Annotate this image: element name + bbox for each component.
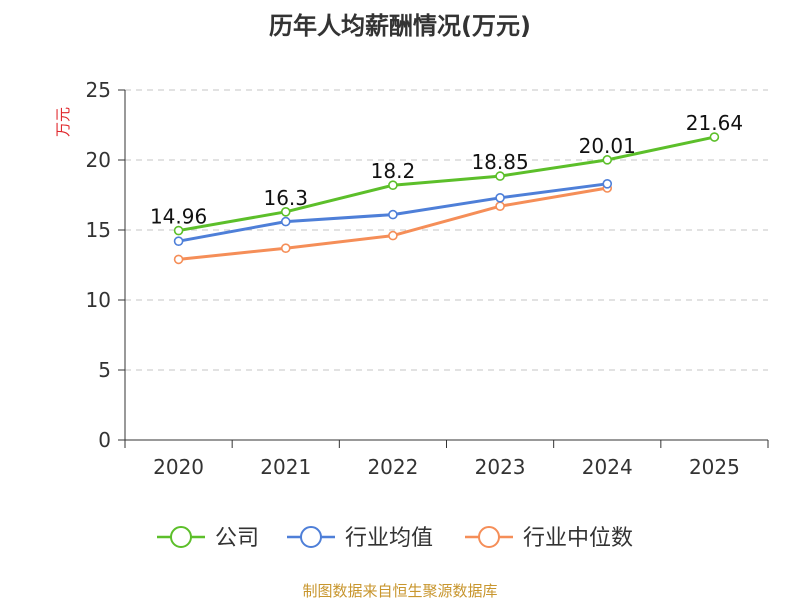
data-point — [709, 132, 720, 142]
x-tick-label: 2025 — [689, 455, 740, 479]
x-tick-label: 2024 — [582, 455, 633, 479]
data-point — [280, 243, 291, 253]
data-point — [280, 207, 291, 217]
y-tick-label: 0 — [98, 428, 111, 452]
data-label: 16.3 — [263, 186, 308, 210]
data-point — [173, 236, 184, 246]
data-point — [173, 225, 184, 236]
data-label: 20.01 — [579, 134, 636, 158]
data-label: 18.2 — [371, 159, 416, 183]
data-labels: 14.96 16.3 18.2 18.85 20.01 21.64 — [150, 111, 743, 229]
data-point — [388, 180, 398, 190]
data-point — [495, 193, 505, 203]
y-tick-label: 20 — [86, 148, 111, 172]
x-tick-label: 2021 — [260, 455, 311, 479]
legend-marker — [170, 526, 192, 548]
legend-label: 行业中位数 — [523, 526, 633, 551]
x-tick-label: 2022 — [367, 455, 418, 479]
data-point — [495, 201, 505, 211]
data-point — [173, 254, 184, 265]
y-tick-label: 15 — [86, 218, 111, 242]
legend-marker — [478, 526, 500, 548]
data-point — [602, 155, 613, 165]
data-point — [280, 216, 291, 227]
data-label: 21.64 — [686, 111, 743, 135]
data-label: 14.96 — [150, 205, 207, 229]
series-line-公司 — [178, 135, 715, 233]
y-tick-label: 10 — [86, 288, 111, 312]
legend-label: 公司 — [215, 526, 259, 551]
legend-label: 行业均值 — [345, 526, 433, 551]
x-tick-label: 2020 — [153, 455, 204, 479]
grid — [125, 89, 768, 371]
data-point — [388, 209, 398, 220]
source-note: 制图数据来自恒生聚源数据库 — [302, 582, 497, 600]
chart-title: 历年人均薪酬情况(万元) — [269, 12, 531, 40]
data-point — [495, 171, 505, 181]
y-tick-label: 25 — [86, 78, 111, 102]
series-line-行业中位数 — [178, 186, 608, 261]
y-axis-label: 万元 — [54, 107, 72, 137]
y-tick-label: 5 — [98, 358, 111, 382]
legend-marker — [300, 526, 322, 548]
x-tick-label: 2023 — [475, 455, 526, 479]
series-lines — [173, 132, 720, 265]
legend: 公司 行业均值 行业中位数 — [157, 526, 633, 551]
data-point — [388, 230, 398, 241]
data-label: 18.85 — [471, 150, 528, 174]
data-point — [602, 179, 613, 189]
